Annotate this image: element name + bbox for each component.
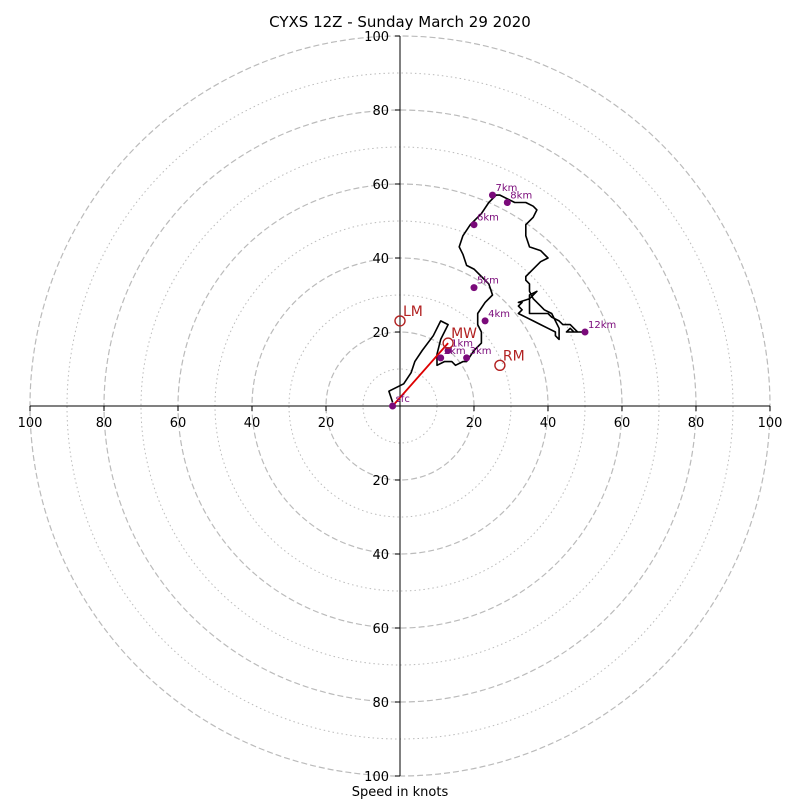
height-point-8km [503,199,511,206]
height-point-6km [470,221,478,229]
height-label-sfc: sfc [396,394,410,405]
height-label-8km: 8km [510,191,532,202]
motion-label-mw: MW [451,326,477,342]
x-tick-label-right-1: 40 [540,416,557,431]
y-tick-label-top-1: 80 [372,104,389,119]
y-tick-label-bottom-3: 80 [372,696,389,711]
x-tick-label-left-3: 40 [244,416,261,431]
y-tick-label-bottom-4: 100 [364,770,389,785]
x-tick-label-left-0: 100 [18,416,43,431]
y-tick-label-top-4: 20 [372,326,389,341]
height-label-6km: 6km [477,213,499,224]
x-tick-label-right-3: 80 [688,416,705,431]
height-point-2km [437,354,445,362]
y-tick-label-bottom-0: 20 [372,474,389,489]
motion-marker-rm [494,359,506,371]
axes [30,36,770,776]
height-point-1km [444,347,452,354]
height-point-5km [470,284,478,292]
motion-marker-lm [394,315,406,327]
height-label-4km: 4km [488,309,510,320]
x-tick-label-left-2: 60 [170,416,187,431]
y-tick-label-top-0: 100 [364,30,389,45]
x-tick-label-left-4: 20 [318,416,335,431]
x-tick-label-right-0: 20 [466,416,483,431]
hodograph-series [388,194,586,407]
height-label-12km: 12km [588,320,616,331]
storm-motions: LM MW RM [394,304,525,371]
y-tick-label-top-2: 60 [372,178,389,193]
height-label-3km: 3km [470,346,492,357]
y-tick-label-bottom-1: 40 [372,548,389,563]
motion-label-rm: RM [503,348,525,364]
height-label-5km: 5km [477,276,499,287]
x-tick-label-left-1: 80 [96,416,113,431]
height-label-1km: 1km [451,339,473,350]
tick-labels: 100 80 60 40 20 20 40 60 80 100 100 80 60 40 20 20 40 60 8… [18,30,783,785]
chart-title: CYXS 12Z - Sunday March 29 2020 [269,13,531,31]
x-axis-label: Speed in knots [352,785,449,800]
motion-label-lm: LM [403,304,423,320]
x-tick-label-right-2: 60 [614,416,631,431]
height-point-3km [463,354,471,362]
y-tick-label-top-3: 40 [372,252,389,267]
shear-vector-line [391,342,449,407]
x-tick-label-right-4: 100 [758,416,783,431]
y-tick-label-bottom-2: 60 [372,622,389,637]
height-label-2km: 2km [444,346,466,357]
height-point-4km [481,317,489,325]
motion-marker-mw [442,337,454,349]
hodograph-line [388,194,586,403]
height-point-sfc [389,402,397,410]
height-point-7km [489,191,496,199]
height-label-7km: 7km [496,183,518,194]
height-point-12km [581,328,589,336]
